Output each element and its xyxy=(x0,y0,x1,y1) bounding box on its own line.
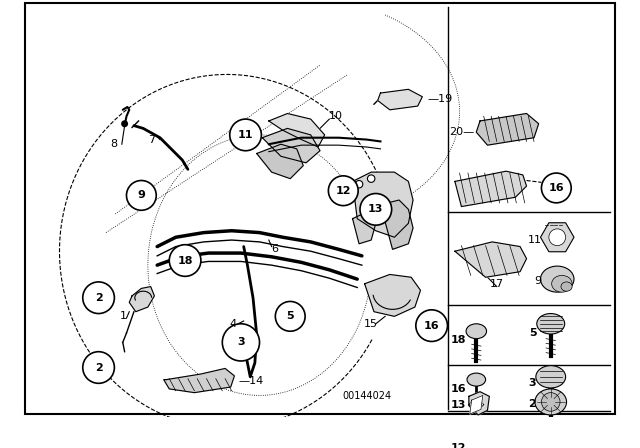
Ellipse shape xyxy=(466,434,486,448)
Text: 12: 12 xyxy=(335,186,351,196)
Circle shape xyxy=(355,181,363,188)
Circle shape xyxy=(169,245,201,276)
Text: 2: 2 xyxy=(95,293,102,303)
Text: 9: 9 xyxy=(138,190,145,200)
Text: 11: 11 xyxy=(238,130,253,140)
Circle shape xyxy=(541,392,560,411)
Ellipse shape xyxy=(561,282,572,291)
Text: 4: 4 xyxy=(229,319,236,329)
Ellipse shape xyxy=(536,366,566,388)
Ellipse shape xyxy=(552,276,572,292)
Polygon shape xyxy=(353,212,376,244)
Text: 18: 18 xyxy=(177,255,193,266)
Circle shape xyxy=(127,181,156,210)
Text: 13: 13 xyxy=(368,204,383,214)
Text: 17: 17 xyxy=(490,279,504,289)
Circle shape xyxy=(360,194,392,225)
Polygon shape xyxy=(469,400,484,411)
Text: 10: 10 xyxy=(330,111,343,121)
Text: 3: 3 xyxy=(237,337,244,347)
Polygon shape xyxy=(469,392,490,415)
Text: 13: 13 xyxy=(451,400,466,410)
Circle shape xyxy=(549,229,566,246)
Polygon shape xyxy=(262,129,320,163)
Ellipse shape xyxy=(535,389,566,415)
Text: 12: 12 xyxy=(451,444,466,448)
Text: 3: 3 xyxy=(528,378,536,388)
Circle shape xyxy=(230,119,261,151)
Ellipse shape xyxy=(537,314,564,334)
Text: 16: 16 xyxy=(451,384,466,394)
Polygon shape xyxy=(470,396,483,414)
Text: 00144024: 00144024 xyxy=(342,392,391,401)
Text: 9: 9 xyxy=(534,276,541,286)
Text: 15: 15 xyxy=(364,319,378,329)
Polygon shape xyxy=(455,171,527,207)
Text: 16: 16 xyxy=(424,321,440,331)
Circle shape xyxy=(275,302,305,331)
Text: 8: 8 xyxy=(110,139,117,149)
Text: 2: 2 xyxy=(528,399,536,409)
Circle shape xyxy=(367,175,375,182)
Circle shape xyxy=(83,352,115,383)
Polygon shape xyxy=(353,172,413,237)
Polygon shape xyxy=(380,200,413,250)
Circle shape xyxy=(122,121,127,126)
Polygon shape xyxy=(455,242,527,277)
Circle shape xyxy=(328,176,358,206)
Text: 5: 5 xyxy=(287,311,294,321)
Text: 1: 1 xyxy=(120,311,127,321)
Polygon shape xyxy=(378,89,422,110)
Text: 20—: 20— xyxy=(449,127,474,137)
Text: 5: 5 xyxy=(529,328,537,338)
Text: —14: —14 xyxy=(238,376,264,387)
Text: 16: 16 xyxy=(548,183,564,193)
Polygon shape xyxy=(269,113,324,147)
Text: —19: —19 xyxy=(428,94,453,103)
Circle shape xyxy=(83,282,115,314)
Text: 6: 6 xyxy=(271,244,278,254)
Polygon shape xyxy=(164,368,234,392)
Circle shape xyxy=(541,173,572,203)
Polygon shape xyxy=(476,113,539,145)
Polygon shape xyxy=(257,144,303,179)
Polygon shape xyxy=(506,430,579,448)
Text: 11: 11 xyxy=(527,235,541,245)
Circle shape xyxy=(222,324,260,361)
Ellipse shape xyxy=(541,266,574,292)
Ellipse shape xyxy=(466,324,486,339)
Polygon shape xyxy=(129,287,154,312)
Circle shape xyxy=(416,310,447,341)
Polygon shape xyxy=(365,275,420,316)
Ellipse shape xyxy=(467,373,486,386)
Text: 18: 18 xyxy=(451,335,466,345)
Text: 7: 7 xyxy=(148,134,155,145)
Text: 2: 2 xyxy=(95,362,102,372)
